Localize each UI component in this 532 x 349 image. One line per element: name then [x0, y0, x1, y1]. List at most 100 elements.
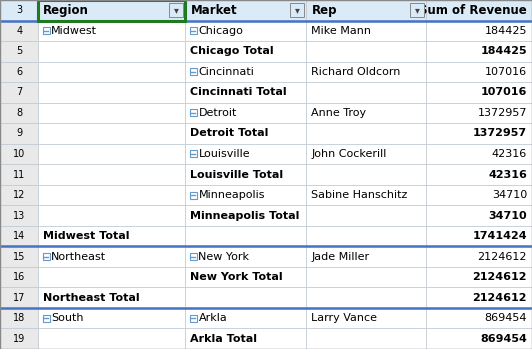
Bar — [38, 164, 186, 185]
Bar — [38, 308, 186, 328]
Bar — [0, 308, 38, 328]
Bar — [426, 164, 532, 185]
Bar — [186, 164, 306, 185]
Bar — [186, 144, 306, 164]
Text: Midwest: Midwest — [51, 26, 97, 36]
Bar — [426, 205, 532, 226]
Text: Jade Miller: Jade Miller — [311, 252, 370, 262]
Bar — [186, 41, 306, 61]
Text: Rep: Rep — [311, 4, 337, 17]
Text: 15: 15 — [13, 252, 26, 262]
Text: Arkla Total: Arkla Total — [190, 334, 257, 344]
Text: Northeast: Northeast — [51, 252, 106, 262]
Bar — [306, 164, 426, 185]
Text: 13: 13 — [13, 210, 26, 221]
Bar — [190, 27, 197, 34]
Bar — [0, 61, 38, 82]
Bar — [186, 0, 306, 21]
Bar — [0, 0, 38, 21]
Text: 869454: 869454 — [480, 334, 527, 344]
Text: New York Total: New York Total — [190, 272, 283, 282]
Bar — [426, 0, 532, 21]
Bar — [43, 315, 50, 322]
Bar — [290, 3, 304, 17]
Text: 2124612: 2124612 — [478, 252, 527, 262]
Text: John Cockerill: John Cockerill — [311, 149, 387, 159]
Bar — [0, 205, 38, 226]
Text: 19: 19 — [13, 334, 26, 344]
Bar — [0, 144, 38, 164]
Bar — [38, 144, 186, 164]
Text: Arkla: Arkla — [198, 313, 227, 323]
Text: 1741424: 1741424 — [472, 231, 527, 241]
Text: Louisville Total: Louisville Total — [190, 170, 284, 179]
Bar — [426, 61, 532, 82]
Text: 42316: 42316 — [488, 170, 527, 179]
Text: ▾: ▾ — [174, 5, 179, 15]
Text: Minneapolis: Minneapolis — [198, 190, 265, 200]
Text: Sum of Revenue: Sum of Revenue — [419, 4, 527, 17]
Bar — [38, 123, 186, 144]
Bar — [38, 267, 186, 288]
Text: Larry Vance: Larry Vance — [311, 313, 377, 323]
Bar — [306, 246, 426, 267]
Text: 11: 11 — [13, 170, 26, 179]
Text: 8: 8 — [16, 108, 22, 118]
Bar — [306, 41, 426, 61]
Text: 184425: 184425 — [485, 26, 527, 36]
Text: 3: 3 — [16, 5, 22, 15]
Bar — [0, 328, 38, 349]
Text: Detroit Total: Detroit Total — [190, 128, 269, 139]
Bar — [426, 328, 532, 349]
Bar — [186, 246, 306, 267]
Bar — [186, 308, 306, 328]
Bar — [38, 226, 186, 246]
Bar — [0, 267, 38, 288]
Text: 1372957: 1372957 — [473, 128, 527, 139]
Bar — [186, 267, 306, 288]
Bar — [38, 61, 186, 82]
Bar — [38, 288, 186, 308]
Text: Minneapolis Total: Minneapolis Total — [190, 210, 300, 221]
Bar — [190, 315, 197, 322]
Text: 7: 7 — [16, 87, 22, 97]
Text: 2124612: 2124612 — [472, 293, 527, 303]
Bar — [190, 253, 197, 260]
Bar — [426, 41, 532, 61]
Text: 2124612: 2124612 — [472, 272, 527, 282]
Bar — [38, 103, 186, 123]
Bar — [426, 123, 532, 144]
Text: Anne Troy: Anne Troy — [311, 108, 367, 118]
Text: Chicago: Chicago — [198, 26, 243, 36]
Bar — [43, 253, 50, 260]
Text: 107016: 107016 — [485, 67, 527, 77]
Text: Northeast Total: Northeast Total — [43, 293, 140, 303]
Text: 18: 18 — [13, 313, 26, 323]
Bar — [306, 267, 426, 288]
Bar — [190, 68, 197, 75]
Bar — [38, 41, 186, 61]
Bar — [186, 82, 306, 103]
Bar — [0, 82, 38, 103]
Text: 34710: 34710 — [488, 210, 527, 221]
Text: Detroit: Detroit — [198, 108, 237, 118]
Bar — [306, 205, 426, 226]
Bar — [38, 82, 186, 103]
Text: 5: 5 — [16, 46, 22, 56]
Bar — [306, 21, 426, 41]
Bar — [38, 185, 186, 205]
Bar — [0, 246, 38, 267]
Bar — [306, 308, 426, 328]
Text: Louisville: Louisville — [198, 149, 250, 159]
Text: ▾: ▾ — [295, 5, 300, 15]
Text: Region: Region — [43, 4, 89, 17]
Bar — [0, 226, 38, 246]
Bar — [306, 82, 426, 103]
Bar — [186, 205, 306, 226]
Bar — [306, 144, 426, 164]
Text: 107016: 107016 — [480, 87, 527, 97]
Bar — [426, 103, 532, 123]
Bar — [0, 123, 38, 144]
Bar — [306, 123, 426, 144]
Bar — [186, 185, 306, 205]
